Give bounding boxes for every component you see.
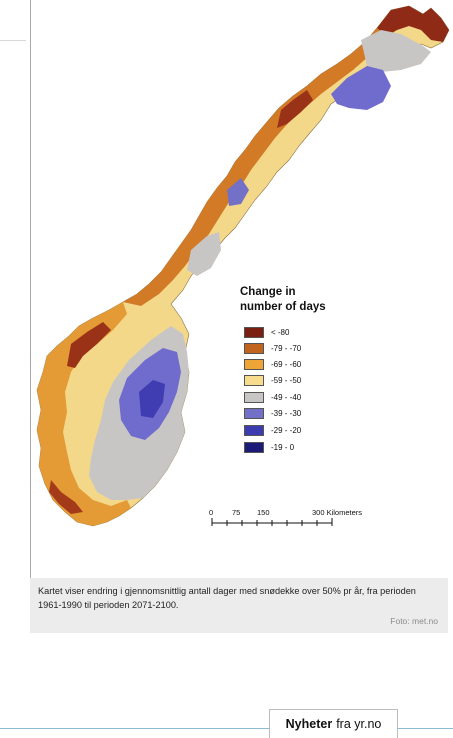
image-caption: Kartet viser endring i gjennomsnittlig a…	[30, 578, 448, 633]
news-link[interactable]: Nyheter fra yr.no	[269, 709, 398, 738]
legend-label: < -80	[271, 327, 290, 337]
divider	[0, 728, 453, 729]
legend-swatch	[244, 441, 264, 453]
coastal-dark-band-4	[49, 480, 83, 514]
legend-swatch	[244, 374, 264, 386]
coastal-dark-band-2	[277, 90, 313, 128]
legend-swatch	[244, 424, 264, 436]
legend-label: -59 - -50	[271, 375, 302, 385]
coastal-dark-band	[377, 6, 449, 42]
legend-item: < -80	[244, 326, 289, 338]
legend-swatch	[244, 326, 264, 338]
legend-label: -79 - -70	[271, 343, 302, 353]
legend-title: Change in number of days	[240, 286, 326, 313]
legend-item: -59 - -50	[244, 374, 301, 386]
west-coast-band	[37, 302, 131, 526]
northwest-coast-band	[123, 10, 397, 306]
caption-text: Kartet viser endring i gjennomsnittlig a…	[38, 586, 416, 610]
coastal-dark-band-3	[67, 322, 111, 368]
divider	[0, 40, 26, 41]
legend-item: -69 - -60	[244, 358, 301, 370]
legend-swatch	[244, 391, 264, 403]
legend-label: -69 - -60	[271, 359, 302, 369]
south-dark-blue-zone	[139, 380, 165, 418]
news-link-strong: Nyheter	[285, 717, 333, 731]
photo-credit: Foto: met.no	[390, 616, 438, 626]
norway-map-graphic	[36, 5, 450, 527]
legend-swatch	[244, 358, 264, 370]
column-border	[30, 0, 31, 578]
news-link-rest: fra yr.no	[336, 717, 382, 731]
scale-label: 0	[209, 508, 214, 517]
legend-label: -49 - -40	[271, 392, 302, 402]
legend-item: -79 - -70	[244, 342, 301, 354]
mid-blue-zone	[227, 178, 249, 206]
legend-item: -29 - -20	[244, 424, 301, 436]
legend-swatch	[244, 342, 264, 354]
legend-label: -19 - 0	[271, 442, 295, 452]
scale-label: 300 Kilometers	[312, 508, 363, 517]
north-grey-zone	[361, 30, 431, 72]
legend-label: -39 - -30	[271, 408, 302, 418]
legend-label: -29 - -20	[271, 425, 302, 435]
legend-swatch	[244, 407, 264, 419]
legend-item: -19 - 0	[244, 441, 294, 453]
legend-item: -49 - -40	[244, 391, 301, 403]
north-blue-zone	[331, 66, 391, 110]
mid-grey-zone	[187, 232, 221, 276]
snow-cover-map	[31, 0, 453, 578]
legend-item: -39 - -30	[244, 407, 301, 419]
scale-label: 75	[232, 508, 241, 517]
scale-label: 150	[257, 508, 270, 517]
